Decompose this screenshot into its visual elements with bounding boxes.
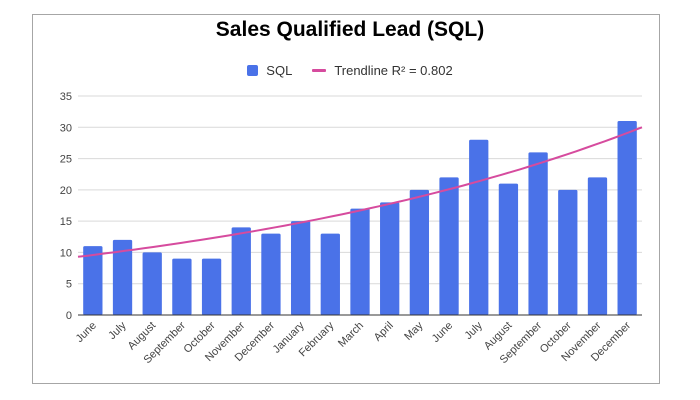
bar-9 bbox=[350, 208, 370, 315]
bar-11 bbox=[409, 189, 430, 315]
y-tick-label-35: 35 bbox=[60, 91, 72, 103]
legend-item-sql: SQL bbox=[247, 63, 292, 78]
x-tick-label-1: July bbox=[106, 319, 129, 342]
y-tick-label-15: 15 bbox=[60, 216, 72, 228]
bar-3 bbox=[172, 258, 192, 315]
bar-6 bbox=[261, 233, 281, 315]
legend-item-trendline: Trendline R² = 0.802 bbox=[312, 63, 453, 78]
chart-legend: SQL Trendline R² = 0.802 bbox=[0, 63, 700, 78]
x-tick-label-0: June bbox=[74, 320, 99, 345]
bar-7 bbox=[290, 221, 311, 315]
bar-8 bbox=[320, 233, 340, 315]
legend-label-sql: SQL bbox=[266, 63, 293, 78]
x-tick-label-12: June bbox=[430, 320, 455, 345]
chart-title: Sales Qualified Lead (SQL) bbox=[215, 18, 485, 41]
bar-15 bbox=[528, 152, 548, 315]
x-tick-label-11: May bbox=[402, 319, 426, 343]
y-tick-label-5: 5 bbox=[66, 279, 72, 291]
legend-swatch-sql bbox=[247, 65, 259, 76]
chart-frame bbox=[32, 14, 660, 384]
bar-18 bbox=[617, 121, 637, 316]
bar-2 bbox=[142, 252, 162, 315]
bar-1 bbox=[112, 239, 133, 315]
legend-swatch-trendline bbox=[312, 69, 327, 72]
y-tick-label-0: 0 bbox=[66, 310, 72, 322]
bar-5 bbox=[231, 227, 251, 315]
bar-14 bbox=[498, 183, 519, 315]
bar-12 bbox=[439, 177, 459, 315]
x-tick-label-9: March bbox=[336, 320, 366, 350]
y-tick-label-10: 10 bbox=[60, 247, 72, 259]
bar-10 bbox=[380, 202, 400, 315]
bar-13 bbox=[469, 139, 489, 315]
bar-16 bbox=[558, 189, 578, 315]
x-tick-label-10: April bbox=[372, 320, 396, 344]
y-tick-label-25: 25 bbox=[60, 154, 72, 166]
y-tick-label-20: 20 bbox=[60, 185, 72, 197]
trendline bbox=[77, 126, 643, 258]
bar-4 bbox=[201, 258, 222, 315]
x-tick-label-13: July bbox=[463, 319, 486, 342]
legend-label-trendline: Trendline R² = 0.802 bbox=[334, 63, 453, 78]
y-tick-label-30: 30 bbox=[60, 122, 72, 134]
bar-0 bbox=[83, 246, 103, 315]
bar-17 bbox=[587, 177, 608, 315]
